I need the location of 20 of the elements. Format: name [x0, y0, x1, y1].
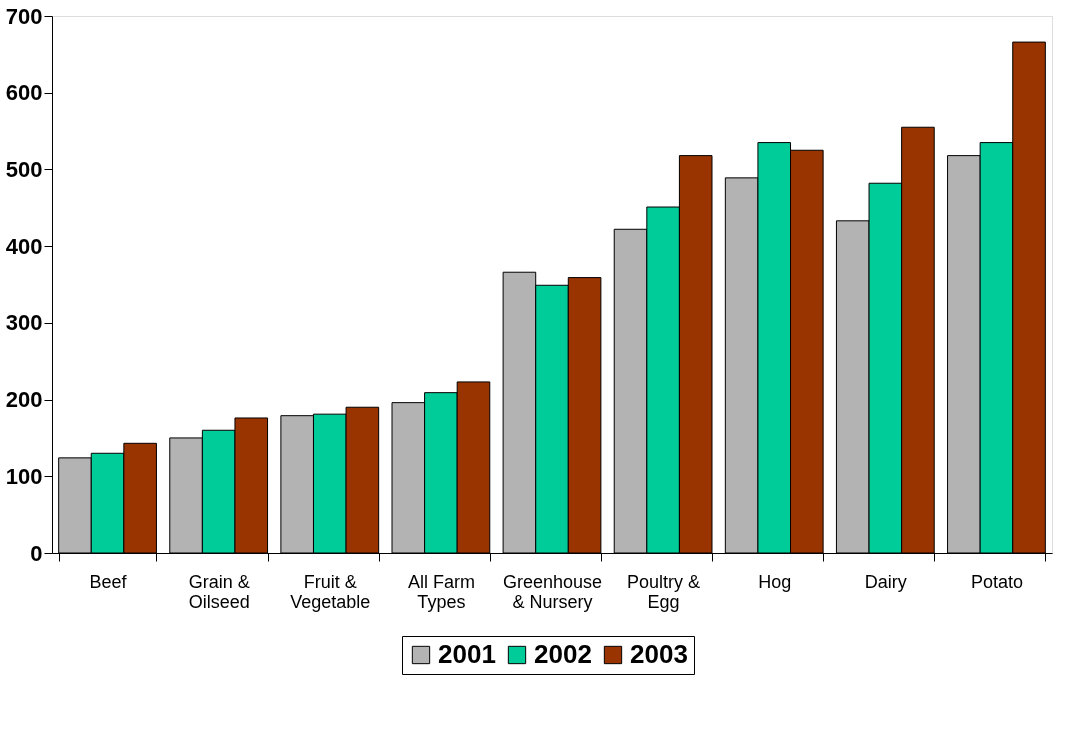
x-tick-label: Beef [89, 571, 128, 592]
x-tick-label: Dairy [864, 571, 907, 592]
y-tick-label: 0 [30, 540, 43, 566]
x-tick-label: Grain & Oilseed [188, 571, 250, 612]
x-tick-label: Poultry & Egg [627, 571, 701, 612]
legend-label: 2001 [438, 639, 496, 669]
x-tick-label: Greenhouse & Nursery [502, 571, 603, 612]
y-tick-label: 400 [5, 233, 43, 259]
x-tick-label: Fruit & Vegetable [290, 571, 371, 612]
legend-label: 2002 [534, 639, 592, 669]
x-tick-label: Potato [970, 571, 1023, 592]
y-tick-label: 600 [5, 80, 43, 106]
y-tick-label: 100 [5, 463, 43, 489]
x-tick-label: Hog [758, 571, 792, 592]
y-tick-label: 700 [5, 3, 43, 29]
y-tick-label: 200 [5, 387, 43, 413]
y-tick-label: 300 [5, 310, 43, 336]
legend-label: 2003 [630, 639, 688, 669]
x-tick-label: All Farm Types [407, 571, 475, 612]
y-tick-label: 500 [5, 156, 43, 182]
